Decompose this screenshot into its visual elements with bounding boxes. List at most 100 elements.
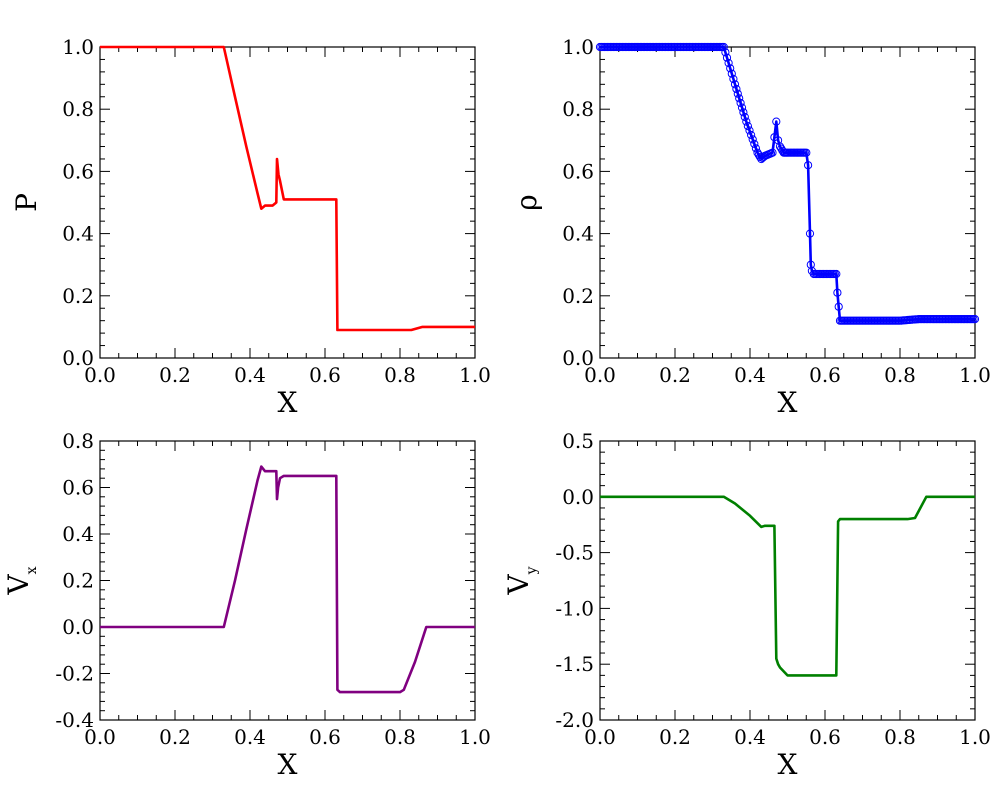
x-axis-label: X (278, 748, 298, 781)
y-axis-label-subscript: x (24, 566, 40, 574)
y-tick-label: 1.0 (62, 35, 94, 59)
x-tick-label: 1.0 (959, 725, 991, 749)
y-tick-label: 0.2 (562, 284, 594, 308)
series-markers (595, 42, 980, 325)
data-point (802, 148, 811, 157)
panel-3: 0.0 0.2 0.4 0.6 0.8 1.0 -0.4 -0.2 0.0 0.2 0.4 0.6 0.… (2, 429, 491, 781)
x-tick-label: 0.4 (234, 363, 266, 387)
x-axis-label: X (778, 748, 798, 781)
data-point (751, 144, 761, 153)
data-point (970, 315, 980, 324)
x-tick-label: 0.8 (384, 725, 416, 749)
x-tick-label: 0.6 (809, 363, 841, 387)
y-tick-label: 0.6 (562, 159, 594, 183)
y-tick-label: -0.2 (55, 662, 94, 686)
x-tick-label: 0.2 (159, 725, 191, 749)
x-tick-label: 0.4 (734, 725, 766, 749)
x-tick-label: 0.0 (584, 725, 616, 749)
y-tick-label: 0.6 (62, 476, 94, 500)
y-axis-label: Vx (2, 566, 40, 595)
series-line-ρ (600, 45, 975, 323)
series-line-P (100, 45, 475, 332)
x-tick-label: 0.8 (384, 363, 416, 387)
data-point (747, 130, 756, 140)
y-tick-label: 0.5 (562, 429, 594, 453)
data-point (722, 53, 732, 62)
series-line-Vx (100, 465, 475, 694)
panel-4: 0.0 0.2 0.4 0.6 0.8 1.0 -2.0 -1.5 -1.0 -0.5 0.0 0.5… (502, 429, 991, 781)
data-point (727, 69, 736, 78)
data-point (753, 148, 762, 157)
x-tick-label: 0.6 (309, 725, 341, 749)
y-axis-label-main: V (2, 574, 35, 596)
data-point (724, 58, 733, 68)
data-point (740, 112, 749, 122)
y-tick-label: 0.8 (62, 429, 94, 453)
y-tick-label: -2.0 (555, 708, 594, 732)
y-tick-label: 1.0 (562, 35, 594, 59)
y-tick-label: 0.2 (62, 284, 94, 308)
data-point (742, 117, 751, 126)
data-point (775, 142, 785, 151)
y-axis-label: P (10, 193, 43, 212)
y-axis-label: Vy (502, 566, 540, 595)
y-tick-label: -1.0 (555, 596, 594, 620)
y-tick-label: -0.5 (555, 541, 594, 565)
x-axis-label: X (278, 386, 298, 419)
y-tick-label: 0.8 (62, 97, 94, 121)
data-point (730, 80, 740, 89)
y-axis-label: ρ (510, 194, 543, 210)
y-tick-label: 0.4 (62, 222, 94, 246)
x-tick-label: 0.2 (659, 363, 691, 387)
data-point (750, 139, 759, 148)
y-tick-label: 0.0 (562, 485, 594, 509)
data-point (745, 126, 754, 135)
x-tick-label: 0.0 (84, 725, 116, 749)
data-point (832, 269, 841, 279)
data-point (772, 117, 781, 126)
y-axis-label-main: ρ (510, 194, 543, 210)
x-tick-label: 1.0 (459, 725, 491, 749)
x-tick-label: 0.6 (809, 725, 841, 749)
plot-frame (599, 440, 976, 721)
data-point (834, 302, 843, 311)
y-tick-label: 0.2 (62, 569, 94, 593)
x-tick-label: 0.2 (159, 363, 191, 387)
x-tick-label: 1.0 (959, 363, 991, 387)
plot-frame (99, 46, 476, 359)
y-tick-label: -0.4 (55, 708, 94, 732)
data-point (733, 89, 742, 98)
data-point (737, 103, 747, 112)
plot-frame (99, 440, 476, 721)
y-axis-label-main: P (10, 193, 43, 212)
data-point (732, 84, 741, 94)
data-point (805, 229, 815, 238)
y-tick-label: 0.4 (562, 222, 594, 246)
y-axis-label-subscript: y (524, 566, 540, 575)
plot-frame (599, 46, 976, 359)
panel-1: 0.0 0.2 0.4 0.6 0.8 1.0 0.0 0.2 0.4 0.6 0.8 1.0 X P (10, 35, 491, 419)
y-tick-label: 0.8 (562, 97, 594, 121)
x-tick-label: 0.2 (659, 725, 691, 749)
y-tick-label: 0.0 (62, 346, 94, 370)
y-tick-label: 0.0 (62, 615, 94, 639)
x-tick-label: 0.8 (884, 725, 916, 749)
x-tick-label: 0.0 (584, 363, 616, 387)
x-tick-label: 0.4 (234, 725, 266, 749)
x-axis-label: X (778, 386, 798, 419)
x-tick-label: 0.8 (884, 363, 916, 387)
y-axis-label-main: V (502, 574, 535, 596)
data-point (739, 108, 748, 117)
data-point (833, 288, 842, 297)
y-tick-label: 0.4 (62, 522, 94, 546)
data-point (774, 136, 783, 145)
data-point (726, 64, 735, 73)
series-line-Vy (600, 495, 975, 677)
data-point (719, 42, 728, 52)
data-point (743, 122, 753, 131)
data-point (721, 48, 730, 57)
y-tick-label: 0.0 (562, 346, 594, 370)
data-point (735, 94, 744, 103)
data-point (736, 98, 745, 108)
